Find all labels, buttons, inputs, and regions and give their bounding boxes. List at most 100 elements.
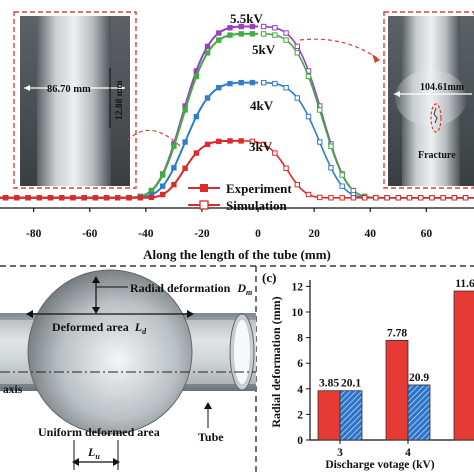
bar-x-axis-label: Discharge votage (kV) — [325, 459, 434, 471]
curve-marker-3kV — [462, 195, 469, 201]
curve-marker-4kV — [216, 84, 222, 91]
curve-marker-4kV — [317, 139, 323, 145]
curve-marker-5kV — [283, 37, 289, 43]
bar-experiment-4 — [385, 340, 409, 441]
legend-experiment-label: Experiment — [226, 181, 292, 196]
curve-marker-5kV — [171, 143, 177, 149]
curve-marker-3kV — [373, 195, 379, 201]
curve-marker-5kV — [317, 107, 323, 113]
label-3kv: 3kV — [249, 139, 273, 154]
curve-marker-3kV — [339, 195, 345, 201]
photo-left-height: 12.88 mm — [115, 80, 125, 120]
curve-marker-3kV — [350, 195, 357, 201]
curve-marker-3kV — [47, 195, 54, 201]
bar-panel: (c) Radial deformation (mm) 0 2 4 6 8 10 12 3.8… — [262, 270, 474, 471]
top-x-tick-label: 40 — [364, 228, 376, 240]
curve-marker-5.5kV — [283, 30, 289, 36]
bar-value-label: 11.6 — [455, 278, 474, 290]
curve-marker-4kV — [227, 80, 233, 87]
curve-marker-3kV — [361, 195, 368, 201]
curve-marker-3kV — [227, 138, 233, 144]
curve-marker-3kV — [115, 195, 121, 201]
bar-y-tick-label: 4 — [297, 384, 303, 396]
top-x-tick-label: -80 — [26, 228, 42, 240]
curve-marker-5kV — [238, 31, 244, 37]
radial-deformation-label: Radial deformation Dm — [130, 281, 252, 297]
curve-marker-4kV — [238, 79, 244, 86]
uniform-deformed-label: Uniform deformed area — [38, 425, 160, 439]
curve-marker-3kV — [148, 194, 155, 201]
bar-value-label: 3.85 — [319, 378, 339, 390]
curve-marker-5kV — [339, 172, 345, 178]
top-panel: -80 -60 -40 -20 0 20 40 60 5.5kV 5kV 4kV 3kV Ex… — [0, 11, 474, 262]
label-5-5kv: 5.5kV — [230, 11, 263, 26]
curve-marker-3kV — [25, 195, 31, 201]
bar-y-tick-label: 0 — [297, 435, 303, 447]
photo-left: 86.70 mm 12.88 mm — [13, 11, 137, 189]
top-x-axis-label: Along the length of the tube (mm) — [143, 247, 331, 262]
connector-left — [127, 129, 181, 147]
label-4kv: 4kV — [250, 98, 274, 113]
bar-x-tick-label: 4 — [405, 447, 411, 459]
curve-marker-4kV — [260, 79, 267, 86]
curve-marker-4kV — [249, 79, 256, 86]
top-x-tick-label: -60 — [82, 228, 98, 240]
curve-marker-3kV — [171, 181, 177, 188]
curve-marker-3kV — [70, 195, 76, 201]
panel-label-c: (c) — [262, 270, 276, 285]
top-x-tick-label: 0 — [255, 228, 261, 240]
curve-marker-5kV — [249, 31, 256, 37]
top-curves — [0, 23, 474, 201]
curve-marker-5kV — [182, 107, 188, 113]
deformed-area-label: Deformed area Ld — [52, 320, 147, 336]
curve-marker-5kV — [216, 37, 222, 43]
axis-label: axis — [3, 384, 23, 396]
curve-marker-5.5kV — [260, 23, 267, 30]
legend-simulation-label: Simulation — [226, 198, 287, 213]
curve-marker-3kV — [440, 195, 446, 201]
curve-marker-5.5kV — [227, 25, 233, 31]
curve-marker-5.5kV — [204, 43, 211, 50]
curve-marker-3kV — [418, 195, 424, 201]
curve-marker-3kV — [328, 195, 334, 201]
curve-marker-3kV — [81, 195, 87, 201]
curve-marker-5.5kV — [216, 30, 222, 36]
curve-marker-5.5kV — [238, 23, 244, 30]
curve-marker-5kV — [227, 32, 233, 38]
curve-marker-3kV — [103, 195, 110, 201]
top-x-tick-label: 60 — [421, 228, 433, 240]
bar-experiment-5.5 — [453, 290, 474, 441]
bar-y-axis-label: Radial deformation (mm) — [269, 296, 283, 427]
curve-marker-3kV — [137, 195, 143, 201]
curve-marker-4kV — [272, 80, 278, 87]
bar-value-label: 7.78 — [387, 327, 407, 339]
curve-marker-3kV — [384, 195, 390, 201]
bar-y-tick-label: 2 — [297, 409, 303, 421]
curve-marker-3kV — [317, 194, 323, 201]
curve-marker-5.5kV — [272, 25, 278, 31]
bar-value-label: 20.1 — [341, 378, 361, 390]
curve-marker-5.5kV — [294, 43, 301, 50]
curve-marker-3kV — [193, 150, 200, 156]
legend: Experiment Simulation — [188, 181, 292, 213]
curve-marker-3kV — [36, 195, 42, 201]
curve-marker-3kV — [216, 138, 222, 145]
curve-marker-3kV — [272, 150, 278, 156]
bar-chart: 0 2 4 6 8 10 12 3.85 20.1 3 7.78 20.9 4 11.6 — [292, 278, 474, 459]
curve-marker-3kV — [238, 138, 244, 144]
tube-label: Tube — [198, 430, 224, 444]
legend-simulation-marker — [199, 200, 209, 210]
connector-right — [299, 38, 381, 61]
curve-marker-5kV — [272, 32, 278, 38]
top-x-ticks: -80 -60 -40 -20 0 20 40 60 — [26, 208, 432, 240]
curve-marker-5.5kV — [249, 23, 256, 30]
curve-marker-4kV — [204, 95, 211, 101]
bar-experiment-3 — [317, 390, 341, 441]
bar-simulation-3 — [339, 390, 363, 441]
curve-marker-5kV — [193, 73, 200, 80]
bar-y-tick-label: 10 — [292, 307, 304, 319]
curve-3kV-simulation — [244, 140, 474, 199]
photo-right: 104.61mm Fracture — [383, 11, 474, 189]
curve-marker-5kV — [159, 172, 166, 178]
curve-marker-4kV — [193, 113, 200, 120]
